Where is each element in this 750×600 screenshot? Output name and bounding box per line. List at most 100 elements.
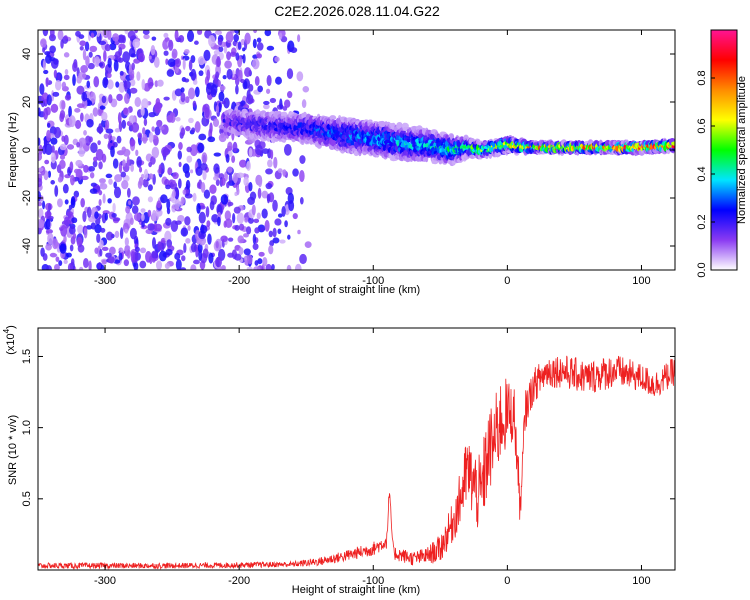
heatmap-cell bbox=[86, 80, 91, 89]
heatmap-cell bbox=[185, 96, 190, 104]
heatmap-cell bbox=[92, 160, 98, 168]
heatmap-cell bbox=[42, 30, 49, 37]
heatmap-cell bbox=[94, 247, 99, 254]
heatmap-cell bbox=[38, 190, 42, 202]
heatmap-cell bbox=[150, 44, 156, 56]
heatmap-cell bbox=[54, 79, 62, 91]
heatmap-cell bbox=[232, 213, 236, 224]
heatmap-cell bbox=[161, 146, 169, 157]
heatmap-cell bbox=[86, 118, 94, 128]
heatmap-cell bbox=[70, 258, 75, 266]
heatmap-cell bbox=[49, 30, 55, 39]
heatmap-cell bbox=[200, 181, 206, 193]
heatmap-cell bbox=[299, 196, 304, 205]
heatmap-cell bbox=[61, 135, 66, 142]
heatmap-cell bbox=[129, 217, 134, 226]
heatmap-cell bbox=[277, 228, 282, 235]
heatmap-cell bbox=[180, 196, 185, 205]
heatmap-cell bbox=[117, 57, 124, 63]
heatmap-cell bbox=[209, 200, 215, 211]
heatmap-cell bbox=[190, 242, 197, 253]
heatmap-cell bbox=[117, 34, 125, 44]
heatmap-cell bbox=[66, 211, 74, 216]
heatmap-cell bbox=[193, 259, 200, 265]
heatmap-cell bbox=[183, 49, 190, 55]
heatmap-cell bbox=[136, 71, 141, 82]
heatmap-cell bbox=[235, 52, 240, 61]
heatmap-cell bbox=[108, 132, 112, 142]
heatmap-cell bbox=[97, 140, 101, 146]
heatmap-cell bbox=[46, 129, 51, 142]
heatmap-cell bbox=[95, 148, 104, 161]
colorbar-label: Normalized spectral amplitude bbox=[736, 76, 748, 224]
heatmap-cell bbox=[116, 135, 122, 144]
heatmap-cell bbox=[267, 159, 273, 168]
heatmap-cell bbox=[240, 78, 245, 84]
heatmap-cell bbox=[238, 223, 245, 231]
heatmap-cell bbox=[217, 38, 223, 46]
heatmap-cell bbox=[277, 168, 283, 173]
heatmap-cell bbox=[207, 233, 212, 245]
heatmap-cell bbox=[168, 39, 174, 51]
heatmap-cell bbox=[134, 246, 140, 253]
heatmap-cell bbox=[244, 67, 252, 78]
heatmap-cell bbox=[275, 76, 282, 85]
x-tick-label: 0 bbox=[504, 575, 510, 587]
heatmap-cell bbox=[137, 52, 145, 63]
heatmap-cell bbox=[65, 252, 72, 258]
heatmap-cell bbox=[223, 220, 227, 228]
heatmap-cell bbox=[233, 206, 241, 214]
heatmap-cell bbox=[257, 175, 263, 188]
heatmap-cell bbox=[47, 232, 54, 245]
heatmap-cell bbox=[244, 32, 251, 45]
heatmap-cell bbox=[108, 178, 113, 185]
heatmap-cell bbox=[116, 93, 123, 102]
heatmap-cell bbox=[122, 51, 131, 63]
heatmap-cell bbox=[266, 194, 271, 204]
heatmap-cell bbox=[190, 169, 194, 174]
heatmap-cell bbox=[228, 173, 233, 184]
heatmap-cell bbox=[253, 218, 260, 224]
heatmap-cell bbox=[184, 78, 190, 83]
heatmap-cell bbox=[101, 246, 109, 252]
heatmap-cell bbox=[284, 220, 288, 228]
heatmap-cell bbox=[141, 213, 145, 222]
heatmap-cell bbox=[263, 103, 270, 110]
heatmap-cell bbox=[282, 169, 287, 176]
heatmap-cell bbox=[38, 137, 41, 146]
heatmap-cell bbox=[74, 119, 82, 129]
heatmap-cell bbox=[64, 69, 69, 75]
heatmap-cell bbox=[110, 136, 116, 141]
heatmap-cell bbox=[119, 70, 124, 76]
heatmap-cell bbox=[234, 253, 242, 261]
heatmap-cell bbox=[198, 211, 206, 224]
heatmap-cell bbox=[113, 181, 117, 189]
heatmap-cell bbox=[62, 183, 69, 194]
heatmap-cell bbox=[227, 166, 233, 173]
heatmap-cell bbox=[208, 252, 214, 264]
x-tick-label: -200 bbox=[228, 575, 250, 587]
heatmap-cell bbox=[266, 88, 271, 94]
heatmap-cell bbox=[218, 133, 227, 143]
heatmap-cell bbox=[671, 141, 675, 146]
x-tick-label: -100 bbox=[362, 275, 384, 287]
heatmap-cell bbox=[187, 225, 191, 231]
heatmap-cell bbox=[302, 86, 310, 93]
heatmap-cell bbox=[103, 133, 109, 140]
heatmap-cell bbox=[127, 30, 136, 40]
heatmap-cell bbox=[175, 116, 181, 122]
heatmap-cell bbox=[157, 79, 164, 87]
heatmap-cell bbox=[215, 71, 220, 79]
heatmap-cell bbox=[119, 227, 124, 240]
heatmap-cell bbox=[53, 69, 58, 79]
heatmap-cell bbox=[128, 200, 132, 206]
heatmap-cell bbox=[215, 256, 222, 268]
heatmap-cell bbox=[99, 248, 103, 257]
heatmap-cell bbox=[54, 185, 59, 197]
heatmap-cell bbox=[292, 168, 299, 177]
heatmap-cell bbox=[221, 100, 226, 105]
heatmap-cell bbox=[165, 217, 172, 226]
heatmap-cell bbox=[102, 30, 110, 39]
heatmap-cell bbox=[195, 166, 203, 176]
heatmap-cell bbox=[217, 216, 221, 227]
